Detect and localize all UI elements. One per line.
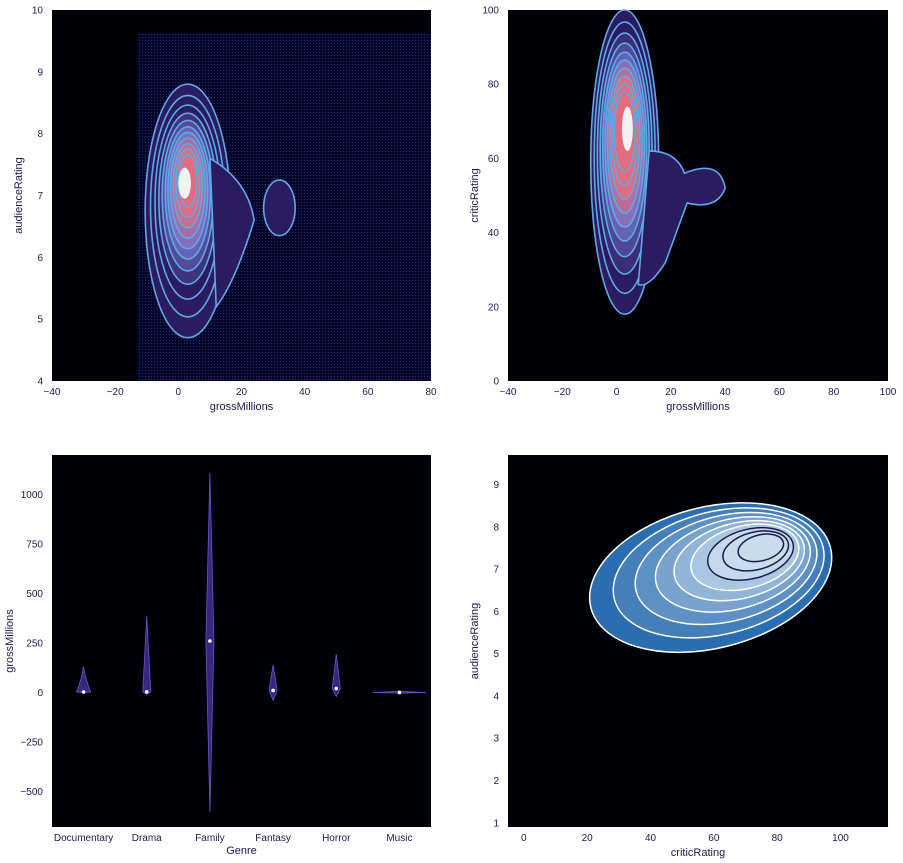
y-tick-label: 4 — [37, 377, 43, 388]
x-tick-label: 40 — [645, 833, 657, 844]
x-tick-label: 100 — [832, 833, 849, 844]
y-tick-label: 9 — [37, 67, 43, 78]
y-tick-label: 9 — [493, 480, 499, 491]
y-tick-label: 4 — [493, 691, 499, 702]
plot-background — [52, 455, 431, 827]
y-tick-label: 8 — [493, 522, 499, 533]
kde-panel-top-right: −40 −20 0 20 40 60 80 100 0 20 40 60 80 100 grossMilli… — [469, 6, 897, 414]
y-axis-label: audienceRating — [13, 157, 25, 233]
violin-median — [208, 639, 212, 643]
violin-median — [334, 686, 339, 691]
y-tick-label: 7 — [37, 191, 43, 202]
x-tick-label: Music — [386, 833, 412, 844]
x-tick-label: 60 — [362, 387, 374, 398]
y-tick-label: 0 — [37, 688, 43, 699]
y-tick-label: 750 — [26, 540, 43, 551]
density-peak — [622, 106, 633, 151]
y-tick-label: −500 — [20, 787, 43, 798]
y-tick-label: 3 — [493, 734, 499, 745]
y-tick-label: 6 — [37, 253, 43, 264]
density-peak — [178, 167, 191, 199]
y-axis-label: audienceRating — [469, 603, 481, 679]
y-tick-label: 500 — [26, 589, 43, 600]
y-tick-label: 5 — [493, 649, 499, 660]
x-tick-label: 40 — [720, 387, 732, 398]
y-tick-label: 8 — [37, 129, 43, 140]
x-tick-label: −40 — [500, 387, 517, 398]
x-tick-label: 80 — [828, 387, 840, 398]
kde-panel-bottom-right: 0 20 40 60 80 100 1 2 3 4 5 6 7 8 9 criticRating audienc… — [469, 455, 888, 859]
x-tick-label: 60 — [774, 387, 786, 398]
secondary-mode-contour — [262, 179, 296, 237]
x-axis-label: grossMillions — [210, 401, 274, 413]
violin-body — [142, 616, 152, 695]
x-tick-label: 20 — [665, 387, 677, 398]
y-tick-label: 2 — [493, 776, 499, 787]
y-tick-label: 40 — [488, 228, 500, 239]
x-tick-label: −20 — [554, 387, 571, 398]
density-contour — [637, 150, 726, 286]
x-tick-label: 80 — [772, 833, 784, 844]
violin-panel: Documentary Drama Family Fantasy Horror Music… — [4, 455, 431, 857]
density-contour — [737, 533, 785, 563]
y-tick-label: 6 — [493, 607, 499, 618]
y-axis-label: grossMillions — [4, 609, 16, 673]
x-axis-label: grossMillions — [666, 401, 730, 413]
x-tick-label: 100 — [880, 387, 897, 398]
x-tick-label: 60 — [708, 833, 720, 844]
x-tick-label: −20 — [107, 387, 124, 398]
y-tick-label: 5 — [37, 315, 43, 326]
violin-median — [271, 688, 275, 693]
y-tick-label: 10 — [32, 6, 44, 17]
x-tick-label: −40 — [44, 387, 61, 398]
y-tick-label: 250 — [26, 638, 43, 649]
y-tick-label: 1000 — [21, 490, 44, 501]
x-tick-label: 20 — [236, 387, 248, 398]
violin-median — [144, 690, 149, 694]
violin-body — [331, 653, 341, 698]
y-tick-label: 0 — [493, 377, 499, 388]
x-tick-label: Fantasy — [255, 833, 291, 844]
x-tick-label: 20 — [582, 833, 594, 844]
y-axis-label: criticRating — [469, 168, 481, 222]
x-tick-label: 40 — [299, 387, 311, 398]
y-tick-label: 100 — [482, 6, 499, 17]
y-tick-label: 20 — [488, 302, 500, 313]
y-tick-label: 60 — [488, 154, 500, 165]
y-tick-label: 80 — [488, 80, 500, 91]
x-tick-label: Documentary — [54, 833, 113, 844]
kde-panel-top-left: −40 −20 0 20 40 60 80 4 5 6 7 8 9 10 grossMillions audi… — [13, 6, 437, 414]
x-tick-label: 0 — [614, 387, 620, 398]
density-contour — [209, 156, 255, 310]
x-tick-label: Drama — [132, 833, 162, 844]
violin-median — [397, 690, 402, 695]
x-tick-label: 80 — [425, 387, 437, 398]
violin-median — [81, 690, 86, 694]
x-tick-label: Horror — [322, 833, 351, 844]
y-tick-label: 1 — [493, 818, 499, 829]
violin-body — [268, 664, 278, 702]
x-tick-label: Family — [195, 833, 224, 844]
y-tick-label: 7 — [493, 565, 499, 576]
x-tick-label: 0 — [521, 833, 527, 844]
y-tick-label: −250 — [20, 737, 43, 748]
x-tick-label: 0 — [176, 387, 182, 398]
x-axis-label: criticRating — [671, 847, 725, 859]
x-axis-label: Genre — [226, 845, 257, 857]
